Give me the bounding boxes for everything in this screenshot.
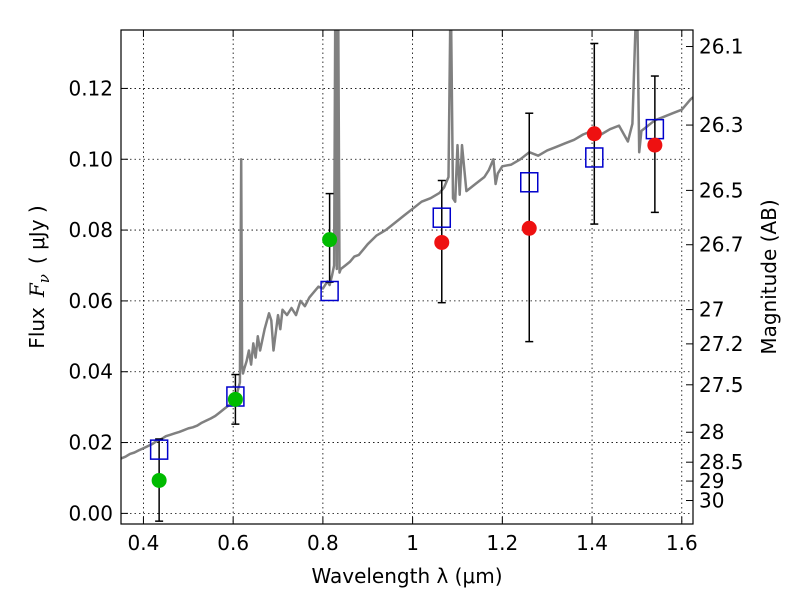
data-point-red xyxy=(647,137,663,153)
mag-tick-label: 27 xyxy=(699,298,724,322)
data-point-red xyxy=(586,126,602,142)
plot-frame xyxy=(120,29,694,525)
mag-tick-label: 28 xyxy=(699,420,724,444)
y-axis-title-f: F xyxy=(25,282,49,298)
mag-tick-label: 27.5 xyxy=(699,373,744,397)
y-tick-label: 0.00 xyxy=(68,501,113,525)
mag-tick-label: 30 xyxy=(699,489,724,513)
y-tick-label: 0.06 xyxy=(68,289,113,313)
y-tick-label: 0.10 xyxy=(68,147,113,171)
mag-tick-label: 29 xyxy=(699,469,724,493)
y-tick-label: 0.02 xyxy=(68,431,113,455)
data-point-red xyxy=(521,220,537,236)
model-spectrum-line xyxy=(121,30,693,460)
x-tick-label: 0.6 xyxy=(217,531,249,555)
grid xyxy=(121,30,693,524)
y-tick-label: 0.08 xyxy=(68,218,113,242)
x-tick-label: 1.4 xyxy=(576,531,608,555)
data-point-green xyxy=(151,472,167,488)
data-point-green xyxy=(227,391,243,407)
model-photometry-square xyxy=(149,439,169,460)
mag-tick-label: 27.2 xyxy=(699,332,744,356)
x-tick-label: 1 xyxy=(406,531,419,555)
mag-tick-label: 26.3 xyxy=(699,113,744,137)
model-photometry-square xyxy=(585,147,604,168)
x-tick-label: 1.6 xyxy=(666,531,698,555)
mag-tick-label: 26.1 xyxy=(699,35,744,59)
mag-tick-label: 28.5 xyxy=(699,450,744,474)
x-tick-label: 0.4 xyxy=(128,531,160,555)
y-tick-label: 0.04 xyxy=(68,360,113,384)
y2-axis-title: Magnitude (AB) xyxy=(757,199,781,354)
plot-area xyxy=(121,30,693,522)
y-axis-title-nu: ν xyxy=(35,274,53,283)
y-axis-title: Flux Fν ( μJy ) xyxy=(25,205,53,348)
y-axis-title-unit: ( μJy ) xyxy=(25,205,49,264)
data-point-green xyxy=(322,232,338,248)
x-tick-label: 0.8 xyxy=(307,531,339,555)
data-point-red xyxy=(434,234,450,250)
ticks: 0.4 0.6 0.8 1 1.2 1.4 1.6 0.00 0.02 0.04 0.06 0.08 0… xyxy=(68,30,744,555)
model-photometry-square xyxy=(520,172,539,193)
y-tick-label: 0.12 xyxy=(68,76,113,100)
mag-tick-label: 26.7 xyxy=(699,233,744,257)
model-photometry-square xyxy=(432,207,452,228)
model-photometry-square xyxy=(320,280,339,302)
x-tick-label: 1.2 xyxy=(486,531,518,555)
x-axis-title: Wavelength λ (μm) xyxy=(311,564,502,588)
mag-tick-label: 26.5 xyxy=(699,178,744,202)
y-axis-title-flux: Flux xyxy=(25,307,49,349)
